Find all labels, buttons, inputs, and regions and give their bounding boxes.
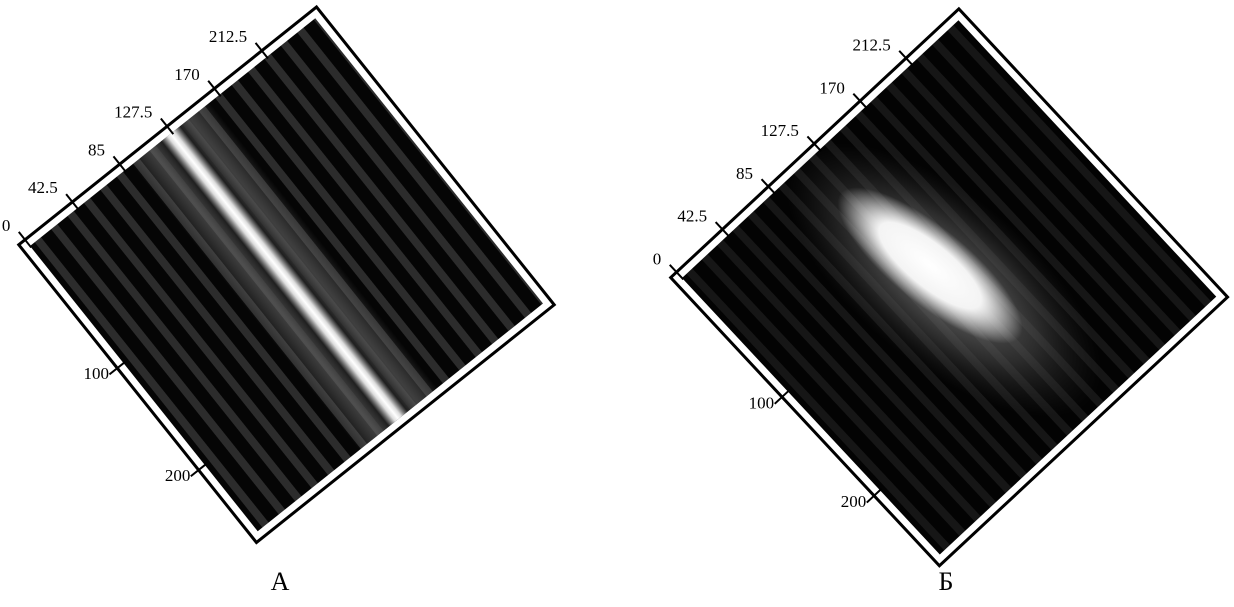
tick-mark xyxy=(208,81,220,97)
tick-label: 0 xyxy=(2,216,11,235)
tick-mark xyxy=(66,194,78,210)
tick-mark xyxy=(256,43,268,59)
figure: А Б 0 42.5 85 127.5 170 212.5 100 200 0 42.5 85 127… xyxy=(0,0,1234,607)
tick-mark xyxy=(161,119,173,135)
panel-b xyxy=(655,0,1227,572)
tick-mark xyxy=(109,362,125,374)
tick-label: 127.5 xyxy=(761,121,799,140)
tick-label: 42.5 xyxy=(28,178,58,197)
tick-label: 200 xyxy=(165,466,191,485)
tick-label: 127.5 xyxy=(114,103,152,122)
tick-label: 170 xyxy=(819,78,845,97)
tick-label: 212.5 xyxy=(852,36,890,55)
tick-label: 200 xyxy=(841,492,867,511)
tick-label: 0 xyxy=(653,250,662,269)
tick-mark xyxy=(191,464,207,476)
tick-label: 170 xyxy=(174,65,200,84)
tick-label: 212.5 xyxy=(209,27,247,46)
panel-a xyxy=(5,0,555,549)
tick-label: 85 xyxy=(736,164,753,183)
tick-label: 100 xyxy=(749,393,775,412)
caption: А xyxy=(271,567,290,596)
tick-label: 100 xyxy=(84,364,110,383)
caption: Б xyxy=(939,567,954,596)
page: А Б 0 42.5 85 127.5 170 212.5 100 200 0 42.5 85 127… xyxy=(0,0,1234,607)
tick-mark xyxy=(113,156,125,172)
tick-label: 85 xyxy=(88,140,105,159)
tick-label: 42.5 xyxy=(677,207,707,226)
